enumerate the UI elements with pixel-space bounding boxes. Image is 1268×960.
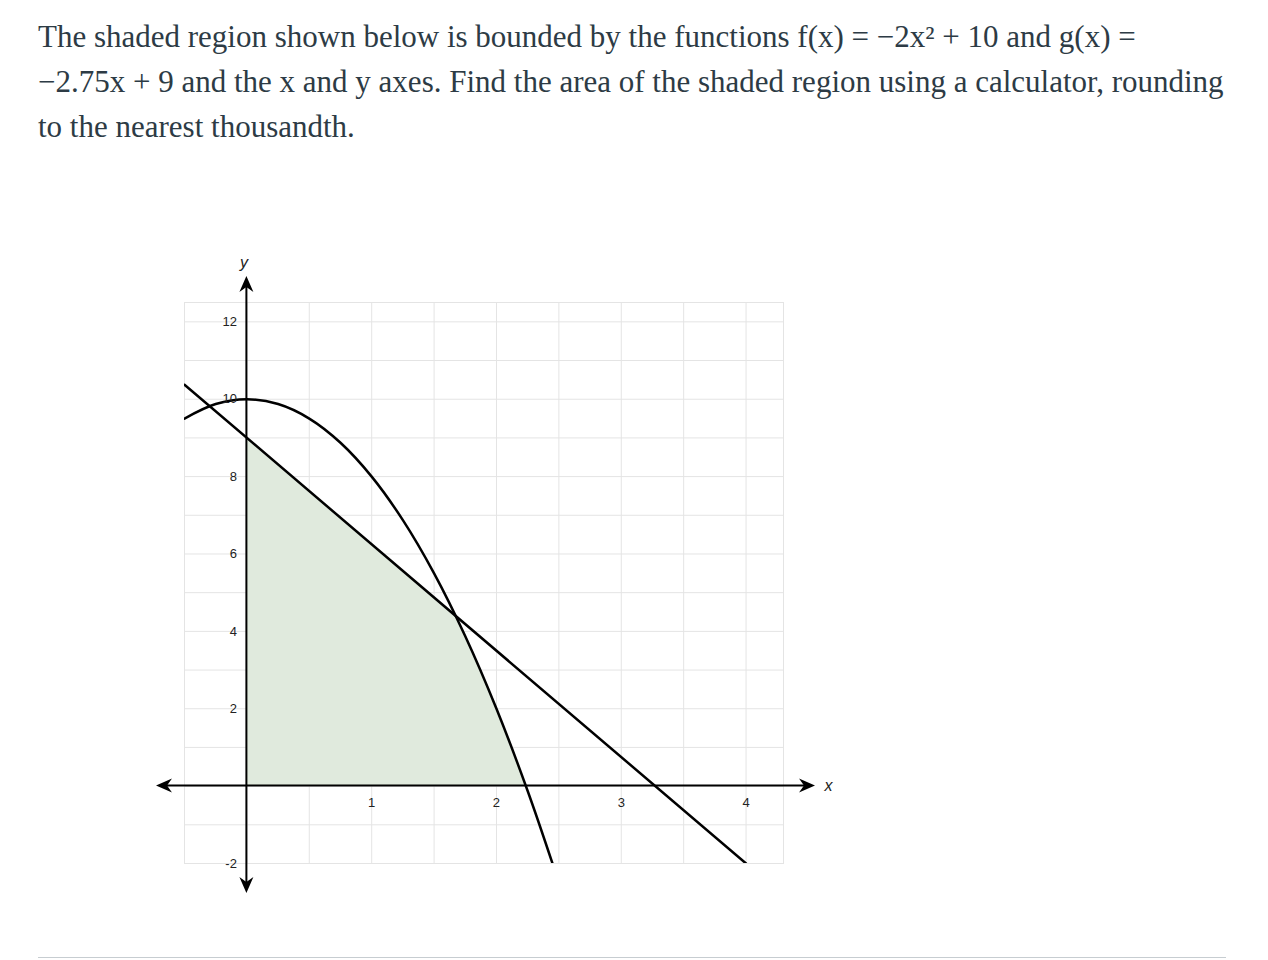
- svg-text:4: 4: [742, 795, 749, 810]
- svg-text:12: 12: [222, 314, 236, 329]
- svg-text:2: 2: [230, 701, 237, 716]
- svg-text:y: y: [239, 254, 249, 271]
- html-text:The shaded region shown below: The shaded region shown below is bounded…: [38, 19, 1224, 144]
- svg-text:-2: -2: [225, 856, 237, 871]
- svg-text:1: 1: [368, 795, 375, 810]
- svg-text:2: 2: [493, 795, 500, 810]
- svg-text:4: 4: [230, 624, 237, 639]
- svg-text:6: 6: [230, 546, 237, 561]
- svg-text:x: x: [824, 777, 834, 794]
- svg-text:8: 8: [230, 469, 237, 484]
- svg-text:3: 3: [618, 795, 625, 810]
- svg-text:10: 10: [222, 391, 236, 406]
